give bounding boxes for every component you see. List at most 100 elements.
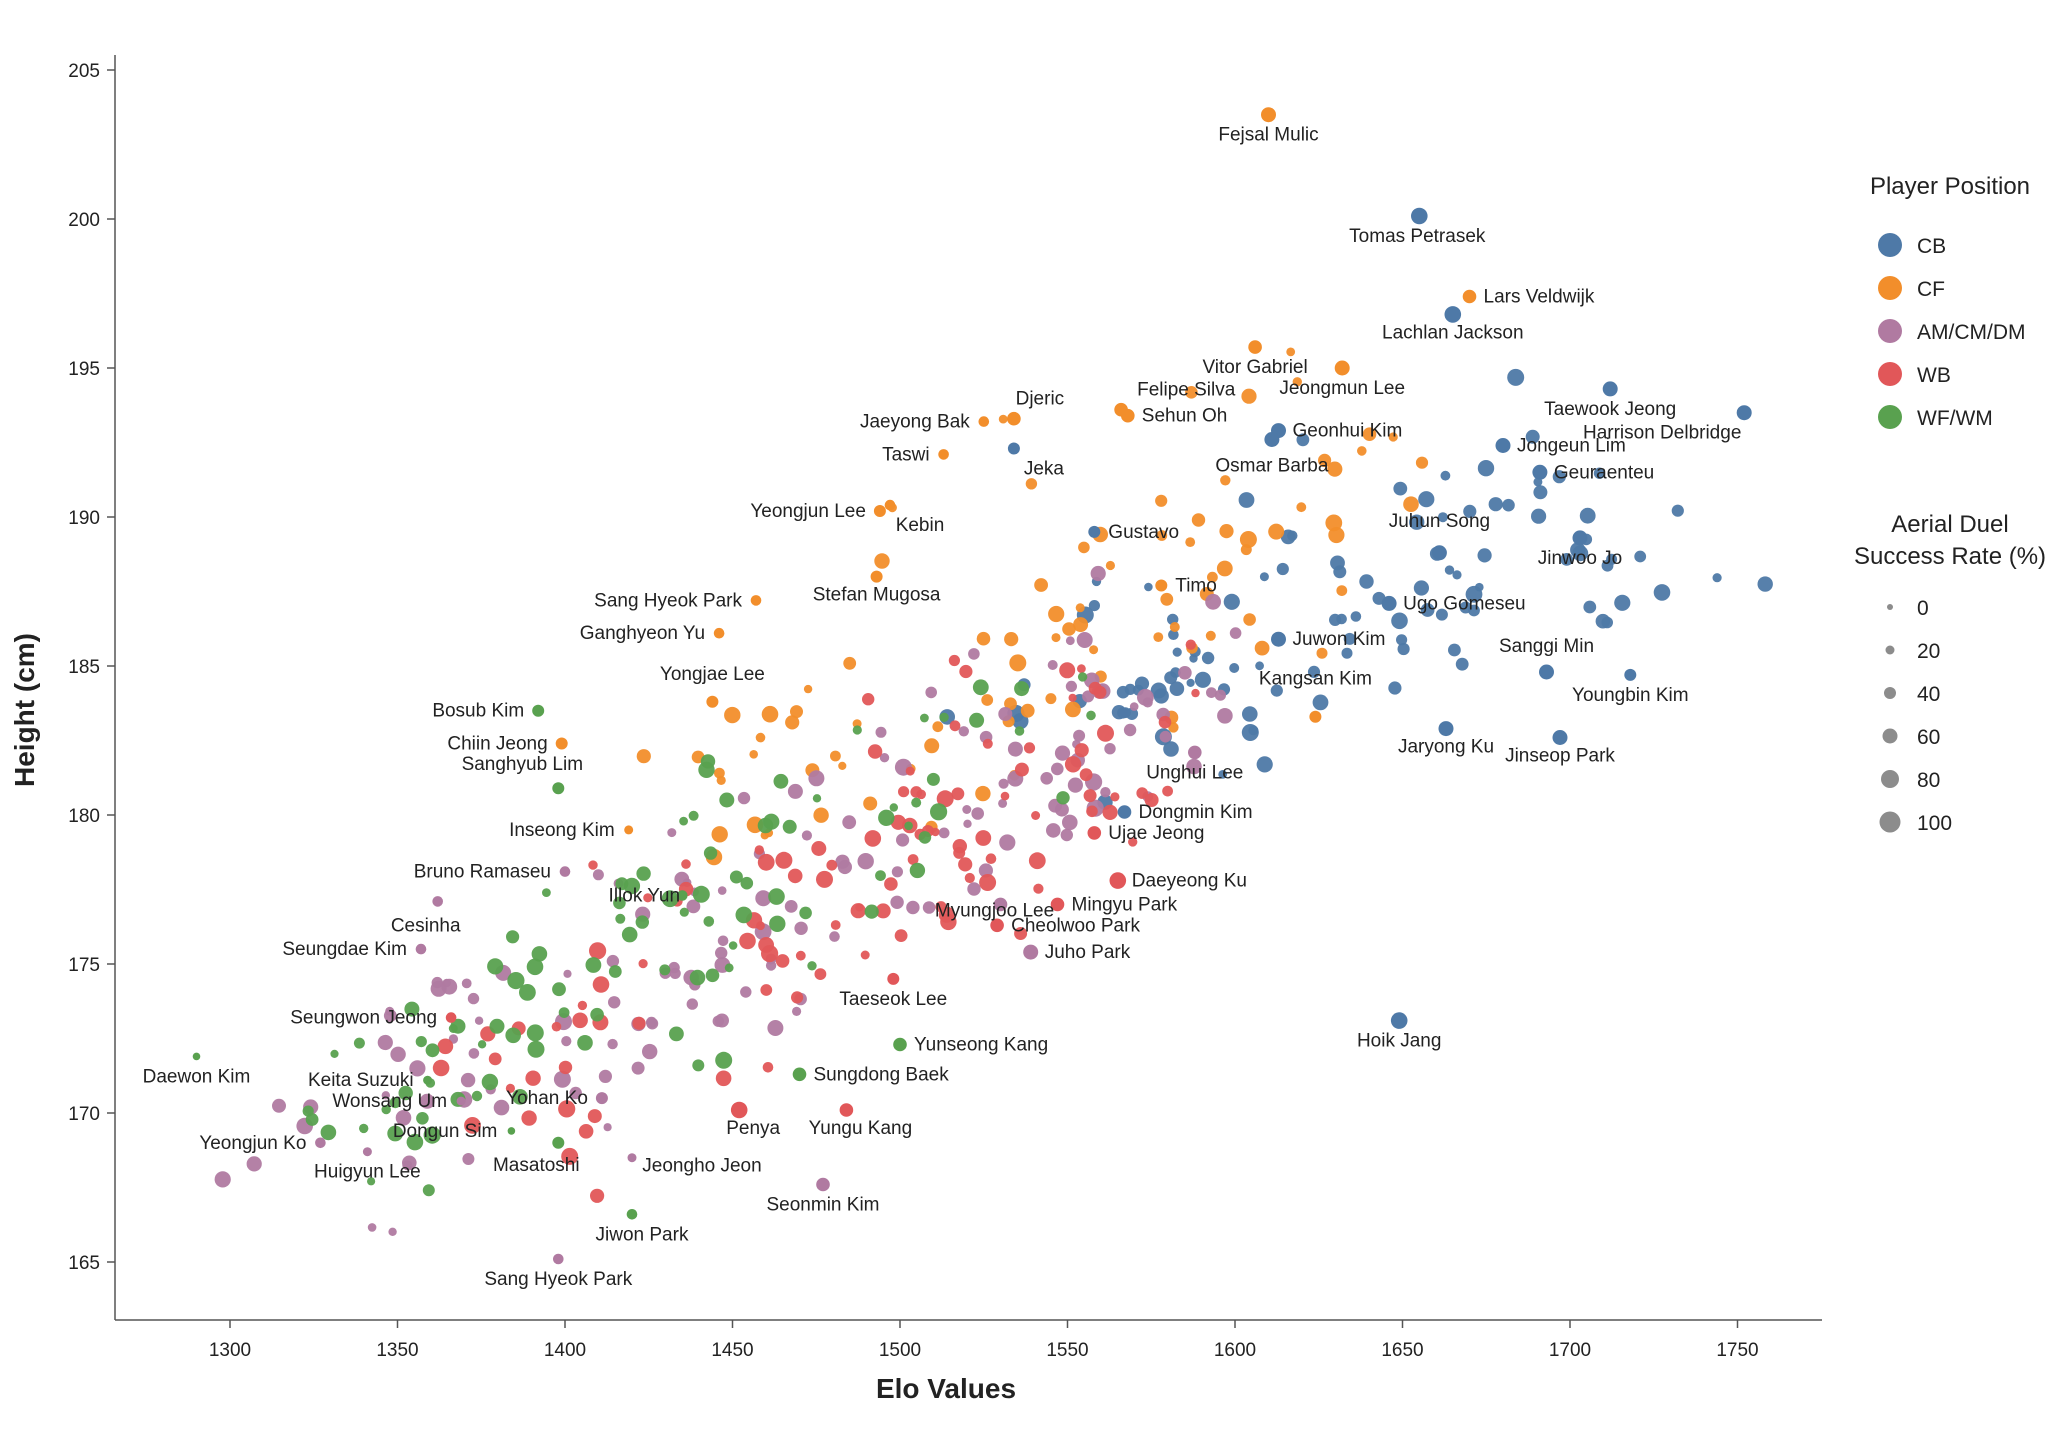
scatter-point <box>406 1133 424 1151</box>
scatter-point-labeled <box>1532 464 1548 480</box>
scatter-point-labeled <box>445 1012 457 1023</box>
scatter-point <box>561 1147 579 1165</box>
scatter-point <box>1502 498 1515 512</box>
scatter-point <box>975 785 991 802</box>
scatter-point <box>767 1020 784 1036</box>
scatter-point <box>531 946 548 962</box>
scatter-point <box>1014 726 1025 736</box>
scatter-point <box>592 869 604 881</box>
scatter-point <box>1062 814 1078 831</box>
scatter-point <box>1229 627 1242 639</box>
scatter-point <box>1388 681 1402 695</box>
scatter-point <box>838 761 847 771</box>
scatter-point-labeled <box>816 1177 830 1192</box>
scatter-point <box>757 853 775 871</box>
scatter-point-labeled <box>559 866 571 877</box>
scatter-point <box>1601 559 1614 572</box>
scatter-point <box>889 803 898 812</box>
scatter-point-labeled <box>706 695 719 708</box>
scatter-point <box>505 1083 515 1093</box>
scatter-point <box>381 1104 391 1115</box>
point-label: Bruno Ramaseu <box>414 862 551 883</box>
scatter-point <box>468 1048 480 1059</box>
scatter-point <box>272 1098 286 1113</box>
scatter-point <box>1129 702 1139 711</box>
scatter-point <box>489 1018 505 1034</box>
point-label: Juhun Song <box>1389 511 1490 532</box>
scatter-point <box>910 786 923 798</box>
scatter-point <box>1579 507 1596 524</box>
scatter-point <box>1047 660 1058 670</box>
scatter-point <box>389 1097 401 1109</box>
scatter-point <box>669 1026 684 1042</box>
point-label: Cheolwoo Park <box>1011 915 1140 936</box>
scatter-point <box>592 976 610 993</box>
scatter-point-labeled <box>1411 207 1428 225</box>
scatter-point <box>1168 629 1179 640</box>
scatter-point <box>911 797 922 808</box>
point-label: Jeongmun Lee <box>1279 378 1405 399</box>
point-label: Sang Hyeok Park <box>484 1269 632 1290</box>
x-tick-label: 1500 <box>879 1340 921 1361</box>
size-legend-title-line1: Aerial Duel <box>1891 511 2008 538</box>
point-label: Jinseop Park <box>1505 746 1615 767</box>
scatter-point <box>1014 681 1030 697</box>
scatter-point <box>398 1085 413 1101</box>
scatter-point <box>703 916 715 927</box>
point-label: Ujae Jeong <box>1108 823 1204 844</box>
scatter-point <box>769 915 786 932</box>
scatter-point-labeled <box>1050 897 1065 912</box>
point-label: Tomas Petrasek <box>1349 226 1486 247</box>
scatter-point <box>875 726 887 738</box>
point-label: Felipe Silva <box>1137 380 1236 401</box>
scatter-point <box>1077 664 1086 674</box>
scatter-point <box>749 750 758 759</box>
scatter-point <box>922 901 936 914</box>
scatter-point <box>982 738 993 749</box>
scatter-point <box>450 1018 466 1034</box>
scatter-point <box>542 888 551 897</box>
scatter-point <box>1110 792 1120 802</box>
scatter-point <box>572 1012 588 1029</box>
scatter-point <box>867 744 883 759</box>
scatter-point <box>1397 642 1410 656</box>
scatter-point <box>830 920 841 930</box>
scatter-point <box>932 721 944 733</box>
scatter-point <box>1229 663 1240 673</box>
scatter-point <box>621 926 638 943</box>
scatter-point <box>979 874 997 891</box>
scatter-point-labeled <box>730 1101 748 1119</box>
scatter-point-labeled <box>362 1147 372 1157</box>
scatter-point <box>830 750 841 762</box>
scatter-point <box>715 946 728 960</box>
x-tick-label: 1550 <box>1046 1340 1088 1361</box>
scatter-point <box>461 978 472 989</box>
size-legend-swatch <box>1884 687 1896 699</box>
scatter-point <box>1316 647 1328 659</box>
scatter-point <box>775 851 793 869</box>
scatter-point <box>863 796 878 811</box>
scatter-point <box>1090 565 1106 582</box>
scatter-point-labeled <box>978 416 990 427</box>
point-label: Yeongjun Ko <box>199 1133 306 1154</box>
scatter-point <box>1073 729 1086 742</box>
scatter-point <box>971 807 984 820</box>
scatter-point <box>963 819 972 828</box>
scatter-point-labeled <box>1572 530 1588 546</box>
scatter-point <box>1191 688 1200 698</box>
size-legend-label: 100 <box>1917 812 1952 835</box>
scatter-point-labeled <box>713 627 725 639</box>
scatter-point <box>765 960 777 971</box>
scatter-point <box>415 1036 427 1048</box>
scatter-point <box>577 1035 593 1051</box>
scatter-point <box>843 656 857 670</box>
scatter-point <box>1004 697 1017 711</box>
scatter-point <box>1223 593 1240 610</box>
scatter-point <box>890 814 906 830</box>
y-tick-label: 170 <box>68 1104 100 1125</box>
scatter-point-labeled <box>1155 579 1168 592</box>
scatter-point <box>1185 537 1196 547</box>
scatter-point <box>409 1060 426 1077</box>
scatter-point-labeled <box>677 890 688 901</box>
